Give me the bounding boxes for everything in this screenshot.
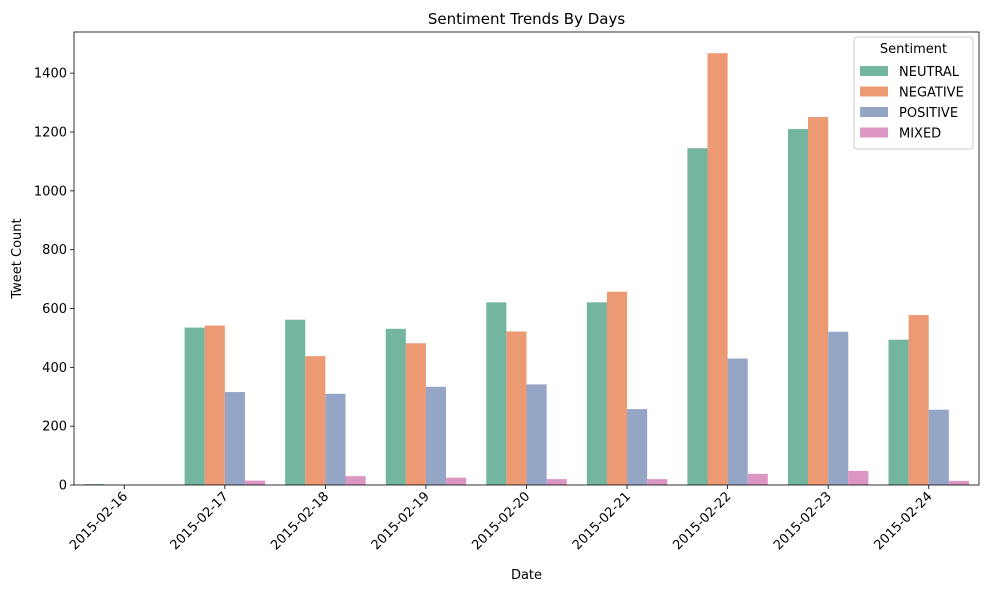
bar-neutral-2015-02-22 [687,148,708,485]
bar-neutral-2015-02-21 [586,302,607,485]
y-axis: 0 200 400 600 800 1000 1200 1400 [34,67,74,494]
x-tick-label: 2015-02-18 [268,489,332,553]
x-axis-label: Date [511,568,542,583]
bar-neutral-2015-02-18 [285,319,306,485]
bars-group [84,53,969,486]
bar-negative-2015-02-24 [908,314,929,485]
x-tick-label: 2015-02-19 [369,489,433,553]
legend-swatch-neutral [860,66,888,76]
x-tick-label: 2015-02-24 [872,489,936,553]
y-tick-label: 800 [42,243,67,258]
bar-negative-2015-02-23 [808,117,829,485]
bar-positive-2015-02-19 [425,386,447,485]
bar-mixed-2015-02-20 [546,479,567,485]
bar-positive-2015-02-24 [928,409,949,485]
bar-negative-2015-02-22 [707,53,728,485]
y-tick-label: 1200 [34,126,67,141]
bar-mixed-2015-02-18 [345,476,366,485]
y-tick-label: 1000 [34,184,67,199]
y-tick-label: 0 [59,479,67,494]
bar-mixed-2015-02-19 [446,477,467,485]
legend-swatch-mixed [860,127,888,138]
y-tick-label: 1400 [34,67,67,82]
y-tick-label: 600 [42,302,67,317]
bar-positive-2015-02-20 [526,384,547,485]
bar-positive-2015-02-18 [325,393,346,485]
bar-neutral-2015-02-24 [888,339,909,485]
y-tick-label: 200 [42,420,67,435]
legend: Sentiment NEUTRAL NEGATIVE POSITIVE MIXED [853,36,974,150]
bar-mixed-2015-02-17 [244,480,266,485]
legend-label-neutral: NEUTRAL [899,65,960,80]
bar-positive-2015-02-21 [627,409,648,485]
bar-negative-2015-02-19 [405,343,426,485]
bar-mixed-2015-02-23 [848,470,869,485]
x-axis: 2015-02-16 2015-02-17 2015-02-18 2015-02-19… [67,485,936,553]
y-tick-label: 400 [42,361,67,376]
bar-negative-2015-02-17 [204,325,225,485]
chart-title: Sentiment Trends By Days [428,10,625,28]
bar-positive-2015-02-22 [727,358,748,485]
legend-label-positive: POSITIVE [899,106,958,121]
bar-neutral-2015-02-16 [84,484,105,485]
bar-mixed-2015-02-22 [747,473,768,485]
legend-label-negative: NEGATIVE [899,86,964,101]
bar-negative-2015-02-21 [606,291,628,485]
legend-frame [853,36,974,150]
x-tick-label: 2015-02-16 [67,489,131,553]
y-axis-label: Tweet Count [10,218,25,299]
legend-title: Sentiment [880,42,947,57]
x-tick-label: 2015-02-23 [771,489,835,553]
plot-frame [73,31,980,486]
bar-positive-2015-02-17 [224,392,245,485]
bar-neutral-2015-02-17 [184,327,205,485]
x-tick-label: 2015-02-22 [670,489,734,553]
bar-neutral-2015-02-20 [486,302,507,485]
legend-swatch-positive [860,107,888,117]
legend-label-mixed: MIXED [899,127,941,142]
bar-mixed-2015-02-21 [647,479,668,485]
bar-neutral-2015-02-19 [385,328,406,485]
bar-negative-2015-02-18 [305,356,326,485]
x-tick-label: 2015-02-21 [570,489,634,553]
legend-items: NEUTRAL NEGATIVE POSITIVE MIXED [860,65,964,142]
bar-negative-2015-02-20 [506,331,527,485]
x-tick-label: 2015-02-20 [469,489,533,553]
bar-neutral-2015-02-23 [787,129,809,486]
bar-mixed-2015-02-24 [948,480,969,485]
x-tick-label: 2015-02-17 [168,489,232,553]
legend-swatch-negative [860,86,888,97]
bar-positive-2015-02-23 [828,331,849,485]
